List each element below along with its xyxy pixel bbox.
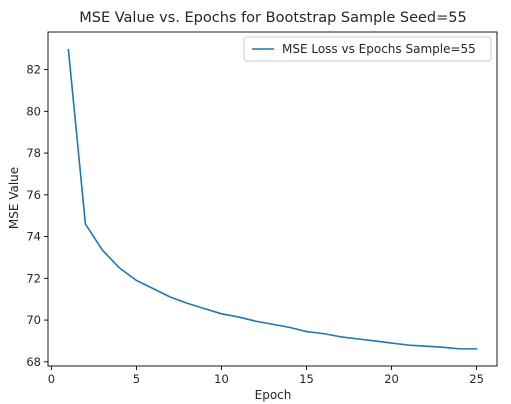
y-tick-label: 78 xyxy=(26,146,41,160)
y-tick-label: 72 xyxy=(26,271,41,285)
axes-frame xyxy=(47,31,498,367)
chart-title: MSE Value vs. Epochs for Bootstrap Sampl… xyxy=(79,10,466,26)
x-tick-label: 0 xyxy=(48,372,55,386)
y-tick-label: 70 xyxy=(26,313,41,327)
x-tick-label: 25 xyxy=(469,372,484,386)
y-axis-label: MSE Value xyxy=(7,167,21,229)
x-tick-label: 20 xyxy=(384,372,399,386)
y-tick-label: 80 xyxy=(26,104,41,118)
legend-box xyxy=(243,36,492,62)
legend-label-0: MSE Loss vs Epochs Sample=55 xyxy=(282,42,476,56)
x-tick-label: 10 xyxy=(214,372,229,386)
x-tick-label: 15 xyxy=(299,372,314,386)
x-axis-label: Epoch xyxy=(255,388,292,402)
plot-area: 0 5 10 15 20 25 68 70 72 74 76 78 80 82 MSE Loss vs Ep… xyxy=(26,31,498,386)
x-tick-label: 5 xyxy=(133,372,140,386)
series-line-0 xyxy=(67,48,478,350)
y-tick-label: 76 xyxy=(26,188,41,202)
y-tick-label: 82 xyxy=(26,63,41,77)
y-tick-label: 74 xyxy=(26,230,41,244)
y-tick-label: 68 xyxy=(26,355,41,369)
